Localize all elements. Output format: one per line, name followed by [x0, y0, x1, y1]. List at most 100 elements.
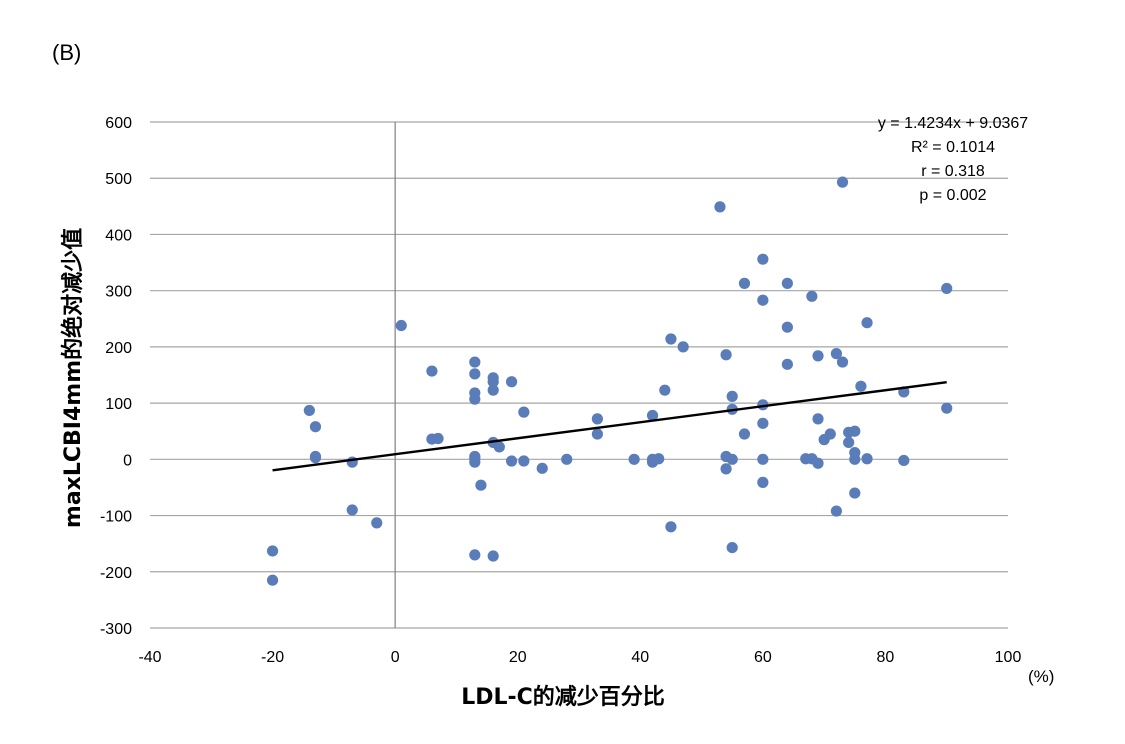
data-point [861, 453, 873, 465]
x-tick-label: 100 [995, 649, 1022, 666]
panel-label: (B) [52, 40, 82, 65]
data-point [720, 349, 732, 361]
trend-annotation: r = 0.318 [921, 163, 985, 180]
data-point [487, 376, 499, 388]
data-point [518, 406, 530, 418]
data-point [266, 545, 279, 557]
data-point [395, 319, 407, 332]
data-point [469, 356, 481, 368]
data-point [432, 432, 444, 445]
y-tick-label: 400 [105, 227, 132, 244]
trend-line [272, 381, 947, 472]
y-tick-label: 300 [105, 284, 132, 301]
data-point [830, 505, 843, 517]
data-point [726, 390, 738, 402]
data-point [659, 384, 671, 396]
y-tick-label: 200 [105, 340, 132, 357]
data-point [266, 574, 279, 586]
x-axis-unit: (%) [1028, 667, 1054, 686]
data-point [303, 404, 315, 417]
y-axis-label: maxLCBI4mm的绝对减少值 [60, 228, 86, 528]
x-tick-label: -40 [138, 649, 161, 666]
data-point [518, 455, 530, 467]
data-point [469, 450, 481, 463]
data-point [309, 421, 322, 433]
data-point [757, 253, 769, 265]
data-point [855, 380, 867, 392]
x-tick-label: 0 [391, 649, 400, 666]
data-point [591, 413, 603, 425]
data-point [726, 542, 738, 554]
x-tick-label: 60 [754, 649, 772, 666]
data-point [469, 368, 481, 380]
data-point [493, 441, 505, 453]
y-tick-label: 500 [105, 171, 132, 188]
x-tick-label: -20 [261, 649, 284, 666]
data-point [346, 504, 358, 516]
data-point [591, 428, 603, 440]
x-axis-label: LDL-C的减少百分比 [461, 684, 665, 710]
annotation-layer: y = 1.4234x + 9.0367 R² = 0.1014 r = 0.318… [878, 115, 1028, 204]
data-point [426, 365, 438, 377]
data-point [653, 453, 665, 465]
data-point [309, 452, 322, 464]
data-point [487, 550, 499, 562]
data-point [738, 428, 751, 440]
trend-annotation: y = 1.4234x + 9.0367 [878, 115, 1028, 132]
data-point [849, 453, 861, 465]
x-tick-label: 20 [509, 649, 527, 666]
data-point [812, 413, 824, 425]
data-point [836, 176, 849, 188]
x-tick-label: 80 [877, 649, 895, 666]
y-tick-label: 100 [105, 396, 132, 413]
data-point [726, 453, 738, 465]
data-point [757, 453, 769, 465]
y-tick-label: -100 [100, 509, 132, 526]
data-point [757, 417, 769, 429]
data-point [781, 321, 793, 333]
data-point [738, 277, 751, 289]
data-point [628, 453, 640, 465]
data-point [469, 549, 481, 561]
x-tick-label: 40 [631, 649, 649, 666]
trend-layer [272, 381, 947, 472]
data-point [843, 436, 855, 449]
data-point [861, 317, 873, 329]
point-layer [266, 176, 953, 586]
trend-annotation: p = 0.002 [919, 187, 986, 204]
y-tick-label: -300 [100, 621, 132, 638]
data-point [824, 428, 836, 440]
data-point [898, 454, 910, 467]
data-point [487, 384, 499, 396]
data-point [714, 201, 726, 213]
data-point [646, 409, 659, 422]
data-point [505, 455, 518, 467]
data-point [806, 290, 818, 302]
data-point [757, 294, 769, 306]
data-point [812, 350, 824, 362]
data-point [720, 463, 732, 475]
y-tick-label: 0 [123, 452, 132, 469]
data-point [781, 358, 793, 370]
data-point [830, 348, 843, 360]
data-point [941, 282, 953, 295]
data-point [371, 517, 383, 529]
y-tick-label: 600 [105, 115, 132, 132]
data-point [757, 476, 769, 488]
data-point [469, 393, 481, 405]
data-point [849, 487, 861, 499]
data-point [781, 277, 793, 289]
data-point [475, 479, 487, 491]
data-point [536, 462, 548, 474]
trend-annotation: R² = 0.1014 [911, 139, 995, 156]
y-tick-label: -200 [100, 565, 132, 582]
data-point [505, 376, 518, 388]
data-point [677, 341, 689, 353]
data-point [665, 333, 677, 345]
data-point [812, 457, 824, 469]
data-point [836, 356, 849, 368]
data-point [665, 521, 677, 533]
data-point [561, 453, 573, 465]
